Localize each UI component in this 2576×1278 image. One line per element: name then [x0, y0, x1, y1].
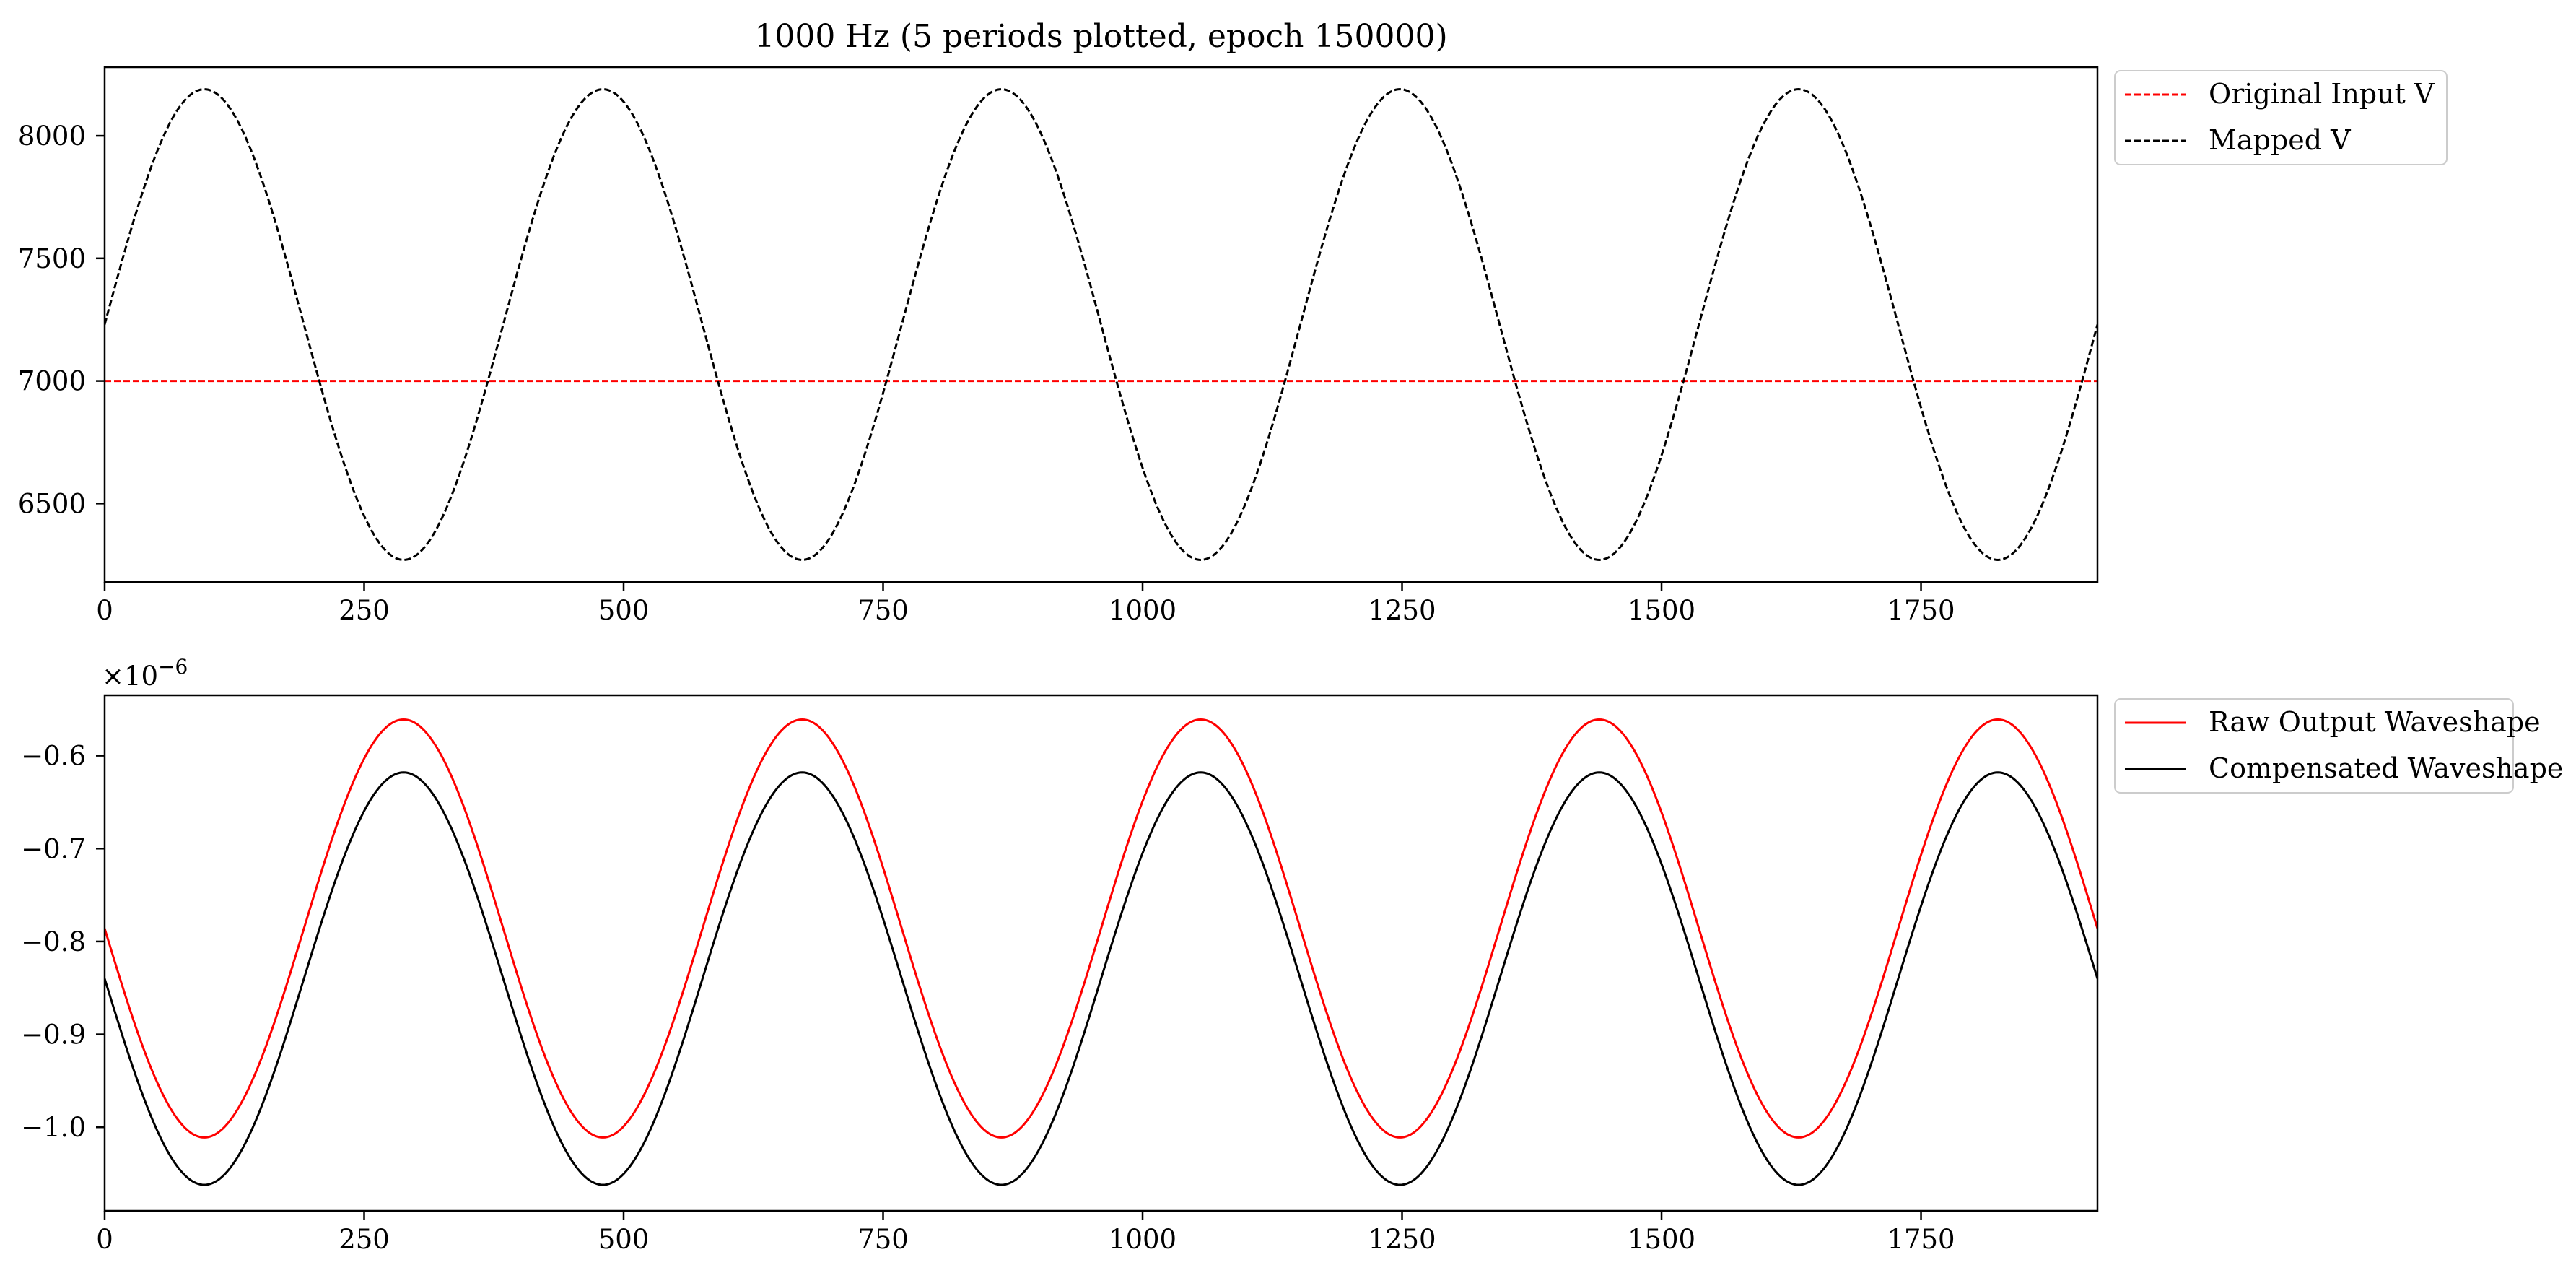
plot-frame [103, 694, 2099, 1212]
legend: Original Input V Mapped V [2114, 70, 2448, 165]
x-tick-label: 1750 [1887, 595, 1955, 626]
series-line-mapped-v [105, 88, 2097, 561]
legend-box [2114, 70, 2448, 165]
x-tick-label: 500 [598, 595, 650, 626]
x-tick-label: 750 [857, 595, 909, 626]
x-tick-label: 1000 [1109, 595, 1176, 626]
x-tick-label: 0 [96, 1224, 113, 1255]
x-tick-label: 250 [339, 1224, 390, 1255]
legend-label: Compensated Waveshape [2209, 752, 2563, 784]
x-tick-label: 1000 [1109, 1224, 1176, 1255]
legend-box [2114, 698, 2514, 794]
top-chart-panel: 1000 Hz (5 periods plotted, epoch 150000… [18, 18, 2448, 626]
x-tick-label: 0 [96, 595, 113, 626]
x-tick-label: 500 [598, 1224, 650, 1255]
series-lines [105, 88, 2097, 561]
x-tick-label: 1250 [1368, 1224, 1436, 1255]
legend-label: Mapped V [2209, 124, 2351, 156]
x-tick-label: 1500 [1628, 1224, 1695, 1255]
y-axis-multiplier: ×10−6 [102, 655, 188, 692]
x-tick-label: 1750 [1887, 1224, 1955, 1255]
y-tick-label: 7000 [18, 366, 86, 397]
series-lines [105, 718, 2097, 1186]
series-line-compensated-waveshape [105, 771, 2097, 1186]
x-tick-label: 250 [339, 595, 390, 626]
x-tick-label: 1500 [1628, 595, 1695, 626]
y-tick-label: −1.0 [21, 1112, 86, 1143]
chart-title: 1000 Hz (5 periods plotted, epoch 150000… [754, 18, 1447, 55]
y-tick-label: 7500 [18, 243, 86, 274]
x-tick-label: 750 [857, 1224, 909, 1255]
bottom-chart-panel: 0 250 500 750 1000 1250 1500 1750 −1.0 −0.9 −0.8 −0… [21, 655, 2563, 1255]
y-tick-label: −0.9 [21, 1020, 86, 1051]
plot-frame [103, 66, 2099, 583]
legend-label: Raw Output Waveshape [2209, 706, 2541, 738]
y-tick-label: −0.6 [21, 741, 86, 772]
y-tick-label: −0.8 [21, 926, 86, 957]
y-tick-label: 6500 [18, 488, 86, 519]
legend: Raw Output Waveshape Compensated Waveshap… [2114, 698, 2563, 794]
x-tick-label: 1250 [1368, 595, 1436, 626]
legend-label: Original Input V [2209, 78, 2435, 110]
series-line-raw-output-waveshape [105, 718, 2097, 1139]
y-tick-label: 8000 [18, 121, 86, 152]
y-tick-label: −0.7 [21, 833, 86, 864]
